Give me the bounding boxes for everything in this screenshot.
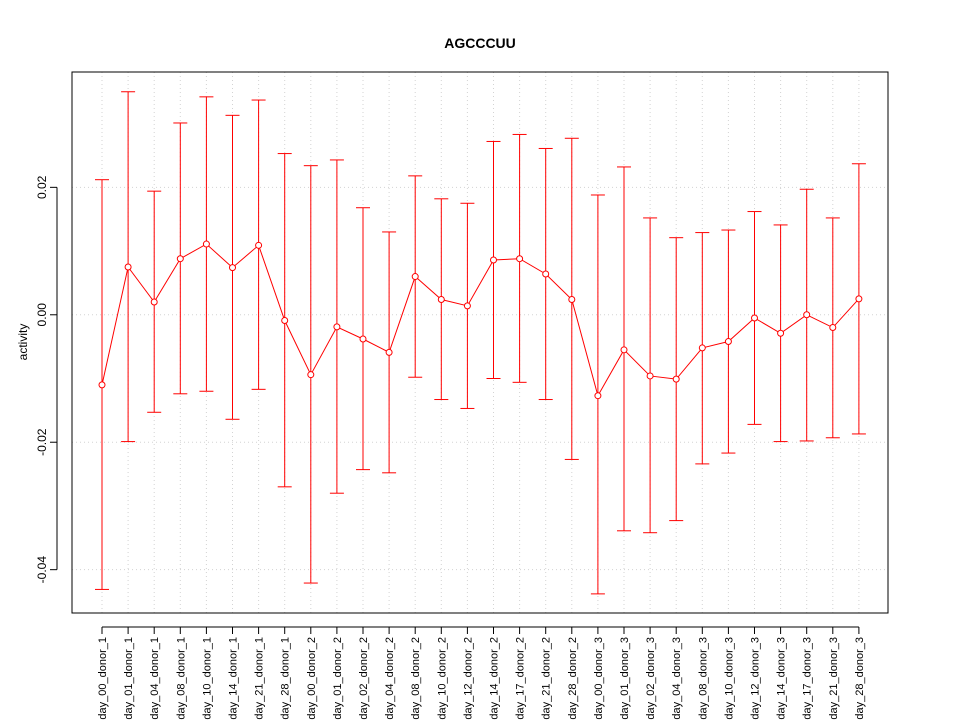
x-tick-label: day_28_donor_1 <box>280 637 292 720</box>
x-tick-label: day_02_donor_3 <box>645 637 657 720</box>
data-point <box>437 295 445 303</box>
data-point <box>724 338 732 346</box>
x-tick-label: day_04_donor_2 <box>384 637 396 720</box>
x-tick-label: day_10_donor_1 <box>201 637 213 720</box>
data-point <box>98 381 106 389</box>
point-layer <box>98 240 863 400</box>
x-tick-label: day_08_donor_2 <box>410 637 422 720</box>
chart-title: AGCCCUU <box>444 35 516 51</box>
data-point <box>463 302 471 310</box>
data-point <box>281 317 289 325</box>
data-point <box>594 392 602 400</box>
data-point <box>620 346 628 354</box>
x-tick-label: day_28_donor_2 <box>567 637 579 720</box>
x-tick-label: day_02_donor_2 <box>358 637 370 720</box>
x-tick-label: day_00_donor_1 <box>97 637 109 720</box>
y-tick-label: 0.02 <box>35 175 49 199</box>
data-point <box>672 375 680 383</box>
x-tick-label: day_10_donor_3 <box>723 637 735 720</box>
x-tick-label: day_12_donor_3 <box>750 637 762 720</box>
y-axis: -0.04 -0.02 0.00 0.02 <box>35 175 58 584</box>
data-point <box>307 371 315 379</box>
x-tick-label: day_21_donor_2 <box>541 637 553 720</box>
data-point <box>385 348 393 356</box>
data-point <box>698 344 706 352</box>
x-tick-label: day_01_donor_1 <box>123 637 135 720</box>
data-point <box>333 323 341 331</box>
series-line <box>101 243 860 398</box>
y-tick-label: -0.02 <box>35 428 49 456</box>
x-tick-label: day_28_donor_3 <box>854 637 866 720</box>
x-tick-label: day_17_donor_2 <box>515 637 527 720</box>
data-point <box>359 335 367 343</box>
x-tick-label: day_21_donor_3 <box>828 637 840 720</box>
data-point <box>855 295 863 303</box>
x-tick-label: day_17_donor_3 <box>802 637 814 720</box>
data-point <box>490 256 497 264</box>
x-tick-label: day_04_donor_3 <box>671 637 683 720</box>
x-tick-label: day_14_donor_3 <box>776 637 788 720</box>
data-point <box>411 273 419 281</box>
x-tick-label: day_00_donor_3 <box>593 637 605 720</box>
data-point <box>803 311 811 319</box>
x-tick-label: day_14_donor_1 <box>228 637 240 720</box>
x-tick-label: day_14_donor_2 <box>489 637 501 720</box>
x-tick-label: day_10_donor_2 <box>436 637 448 720</box>
data-point <box>777 329 785 337</box>
plot-frame <box>71 71 889 614</box>
x-tick-label: day_01_donor_2 <box>332 637 344 720</box>
data-point <box>150 298 158 306</box>
data-point <box>229 264 236 272</box>
x-tick-label: day_00_donor_2 <box>306 637 318 720</box>
data-point <box>124 263 132 271</box>
x-tick-label: day_01_donor_3 <box>619 637 631 720</box>
y-tick-label: -0.04 <box>35 556 49 584</box>
x-tick-label: day_08_donor_1 <box>175 637 187 720</box>
x-tick-label: day_21_donor_1 <box>254 637 266 720</box>
series-line-layer <box>101 243 860 398</box>
data-point <box>568 295 576 303</box>
x-tick-label: day_12_donor_2 <box>462 637 474 720</box>
data-point <box>255 241 263 249</box>
x-tick-label: day_04_donor_1 <box>149 637 161 720</box>
data-point <box>751 314 758 322</box>
data-point <box>542 270 550 278</box>
y-tick-label: 0.00 <box>35 303 49 327</box>
data-point <box>646 372 654 380</box>
data-point <box>829 324 837 332</box>
x-axis: day_00_donor_1 day_01_donor_1 day_04_donor… <box>97 626 866 720</box>
data-point <box>176 255 184 263</box>
data-point <box>516 255 524 263</box>
grid-layer <box>72 72 888 613</box>
x-tick-label: day_08_donor_3 <box>697 637 709 720</box>
y-axis-label: activity <box>16 324 30 361</box>
data-point <box>202 240 210 248</box>
